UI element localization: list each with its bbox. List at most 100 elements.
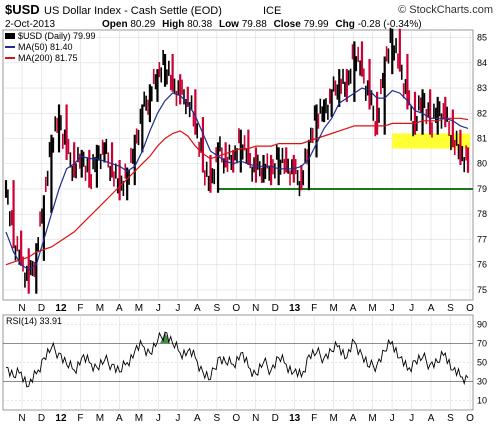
price-ytick-label: 78 bbox=[477, 209, 487, 219]
close-label: Close bbox=[274, 19, 302, 30]
price-xtick-label: A bbox=[194, 303, 201, 314]
rsi-xtick-label: 13 bbox=[289, 413, 301, 424]
chg-value: -0.28 (-0.34%) bbox=[358, 19, 422, 30]
rsi-xtick-label: A bbox=[194, 413, 201, 424]
rsi-xtick-label: N bbox=[252, 413, 259, 424]
price-xtick-label: M bbox=[96, 303, 104, 314]
price-xtick-label: O bbox=[232, 303, 240, 314]
price-xtick-label: A bbox=[116, 303, 123, 314]
rsi-label: RSI(14) 33.91 bbox=[6, 316, 62, 326]
high-value: 80.38 bbox=[187, 19, 212, 30]
rsi-xtick-label: M bbox=[329, 413, 337, 424]
rsi-xtick-label: O bbox=[466, 413, 474, 424]
legend-swatch-price bbox=[5, 33, 15, 39]
price-xtick-label: S bbox=[213, 303, 220, 314]
price-xtick-label: M bbox=[368, 303, 376, 314]
rsi-xtick-label: J bbox=[390, 413, 395, 424]
price-xtick-label: D bbox=[38, 303, 45, 314]
price-x-axis: N D 12 F M A M J J A S O N D 13 F M A M J J A S O bbox=[18, 303, 474, 314]
ma200-line bbox=[5, 117, 469, 266]
rsi-xtick-label: D bbox=[38, 413, 45, 424]
price-xtick-label: J bbox=[175, 303, 180, 314]
price-ytick-label: 83 bbox=[477, 83, 487, 93]
rsi-xtick-label: J bbox=[175, 413, 180, 424]
price-xtick-label: D bbox=[272, 303, 279, 314]
rsi-ytick-label: 30 bbox=[477, 377, 487, 387]
price-ytick-label: 85 bbox=[477, 33, 487, 43]
open-label: Open bbox=[102, 19, 128, 30]
rsi-xtick-label: S bbox=[213, 413, 220, 424]
price-xtick-label: 12 bbox=[55, 303, 67, 314]
price-xtick-label: N bbox=[18, 303, 25, 314]
legend-ma50: MA(50) 81.40 bbox=[18, 42, 73, 52]
rsi-y-axis: 10 30 50 70 90 bbox=[477, 320, 487, 406]
price-xtick-label: 13 bbox=[289, 303, 301, 314]
rsi-ytick-label: 50 bbox=[477, 358, 487, 368]
symbol-label: $USD bbox=[5, 2, 40, 17]
rsi-xtick-label: D bbox=[272, 413, 279, 424]
rsi-xtick-label: A bbox=[350, 413, 357, 424]
low-label: Low bbox=[219, 19, 239, 30]
price-ytick-label: 80 bbox=[477, 159, 487, 169]
price-legend: $USD (Daily) 79.99 MA(50) 81.40 MA(200) … bbox=[5, 31, 96, 63]
rsi-xtick-label: F bbox=[77, 413, 83, 424]
rsi-overbought-fill bbox=[160, 332, 171, 344]
rsi-xtick-label: A bbox=[428, 413, 435, 424]
legend-ma200: MA(200) 81.75 bbox=[18, 53, 78, 63]
price-xtick-label: J bbox=[390, 303, 395, 314]
price-xtick-label: J bbox=[156, 303, 161, 314]
exchange-label: ICE bbox=[263, 5, 281, 17]
rsi-xtick-label: J bbox=[409, 413, 414, 424]
open-value: 80.29 bbox=[130, 19, 155, 30]
chg-label: Chg bbox=[335, 19, 354, 30]
price-ytick-label: 76 bbox=[477, 260, 487, 270]
price-xtick-label: J bbox=[409, 303, 414, 314]
rsi-xtick-label: A bbox=[116, 413, 123, 424]
rsi-xtick-label: M bbox=[96, 413, 104, 424]
price-xtick-label: F bbox=[77, 303, 83, 314]
price-xtick-label: F bbox=[311, 303, 317, 314]
price-xtick-label: S bbox=[447, 303, 454, 314]
instrument-name: US Dollar Index - Cash Settle (EOD) bbox=[44, 5, 222, 17]
price-ytick-label: 82 bbox=[477, 108, 487, 118]
price-xtick-label: A bbox=[350, 303, 357, 314]
rsi-line bbox=[5, 331, 469, 388]
price-xtick-label: M bbox=[135, 303, 143, 314]
brand-logo: © StockCharts.com bbox=[398, 4, 493, 16]
price-xtick-label: A bbox=[428, 303, 435, 314]
price-bars bbox=[4, 27, 470, 294]
rsi-xtick-label: O bbox=[232, 413, 240, 424]
rsi-x-axis: N D 12 F M A M J J A S O N D 13 F M A M J J A S O bbox=[18, 413, 474, 424]
date-label: 2-Oct-2013 bbox=[5, 19, 55, 30]
ohlc-readout: Open 80.29 High 80.38 Low 79.88 Close 79… bbox=[102, 19, 422, 30]
rsi-ytick-label: 70 bbox=[477, 339, 487, 349]
price-ytick-label: 81 bbox=[477, 134, 487, 144]
price-ytick-label: 75 bbox=[477, 285, 487, 295]
ma50-line bbox=[5, 87, 469, 271]
rsi-xtick-label: N bbox=[18, 413, 25, 424]
rsi-grid bbox=[3, 315, 473, 410]
rsi-xtick-label: M bbox=[135, 413, 143, 424]
rsi-xtick-label: J bbox=[156, 413, 161, 424]
price-ytick-label: 84 bbox=[477, 58, 487, 68]
rsi-xtick-label: F bbox=[311, 413, 317, 424]
price-y-axis: 75 76 77 78 79 80 81 82 83 84 85 bbox=[477, 33, 487, 295]
rsi-xtick-label: S bbox=[447, 413, 454, 424]
rsi-ytick-label: 90 bbox=[477, 320, 487, 330]
rsi-panel bbox=[2, 314, 474, 411]
close-value: 79.99 bbox=[304, 19, 329, 30]
low-value: 79.88 bbox=[242, 19, 267, 30]
price-xtick-label: N bbox=[252, 303, 259, 314]
rsi-ytick-label: 10 bbox=[477, 396, 487, 406]
price-xtick-label: O bbox=[466, 303, 474, 314]
rsi-overbought-fills bbox=[160, 332, 171, 344]
price-ytick-label: 79 bbox=[477, 184, 487, 194]
rsi-xtick-label: 12 bbox=[55, 413, 67, 424]
rsi-xtick-label: M bbox=[368, 413, 376, 424]
legend-price: $USD (Daily) 79.99 bbox=[18, 31, 96, 41]
price-ytick-label: 77 bbox=[477, 234, 487, 244]
high-label: High bbox=[162, 19, 184, 30]
price-xtick-label: M bbox=[329, 303, 337, 314]
